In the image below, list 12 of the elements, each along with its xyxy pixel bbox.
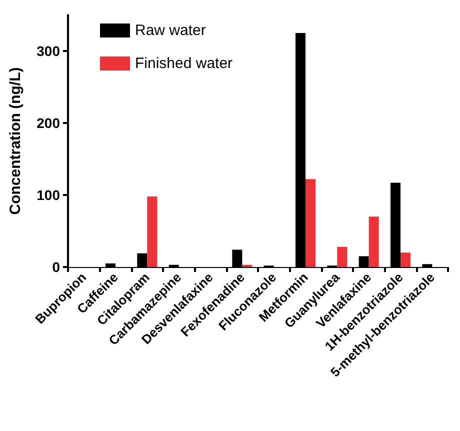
y-tick-label: 0 — [52, 259, 60, 275]
legend-label: Raw water — [135, 22, 206, 39]
legend-label: Finished water — [135, 55, 233, 72]
bar — [400, 252, 410, 267]
y-tick-label: 300 — [36, 43, 60, 59]
y-axis-title: Concentration (ng/L) — [7, 67, 24, 215]
bar — [147, 196, 158, 267]
y-tick-label: 200 — [36, 115, 60, 131]
y-tick-label: 100 — [36, 187, 60, 203]
bar — [306, 179, 316, 267]
bar — [337, 246, 348, 267]
bar — [368, 216, 379, 267]
